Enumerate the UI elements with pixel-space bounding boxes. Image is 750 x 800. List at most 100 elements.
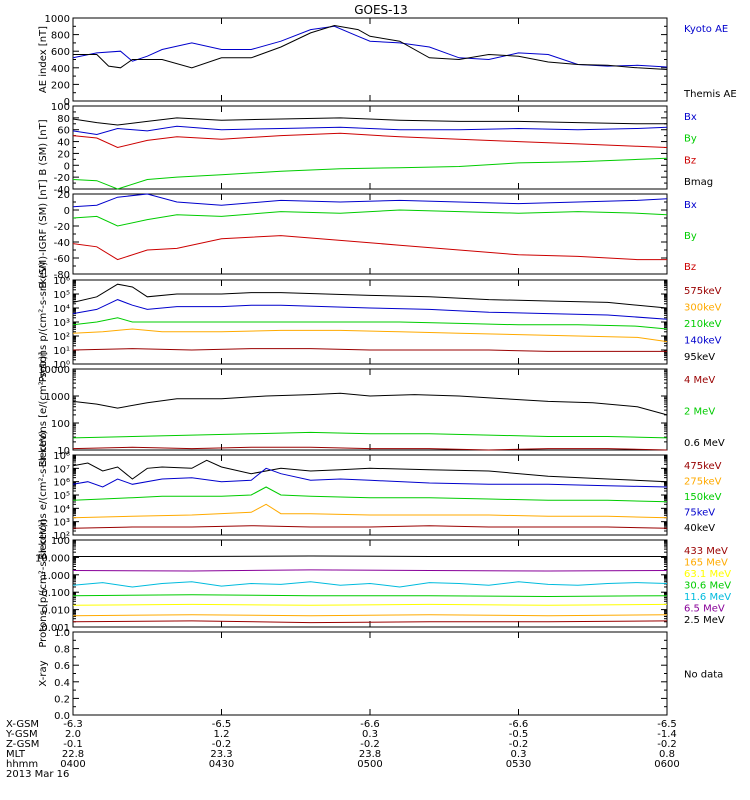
legend-433-mev: 433 MeV (684, 546, 728, 557)
series-line-165-mev (72, 614, 668, 617)
series-line-0-6-mev (72, 392, 668, 416)
x-axis-value: 0600 (654, 759, 679, 770)
series-line-kyoto-ae (72, 25, 668, 68)
legend-140kev: 140keV (684, 336, 722, 347)
y-tick-label: 600 (51, 47, 70, 58)
legend-40kev: 40keV (684, 523, 715, 534)
series-line-bz (72, 132, 668, 149)
y-tick-label: 10⁷ (53, 464, 70, 475)
y-tick-label: 10⁴ (53, 504, 70, 515)
y-tick-label: 0 (64, 161, 70, 172)
x-axis-value: 0.3 (362, 729, 378, 740)
y-tick-label: 0.010 (41, 606, 70, 617)
legend-4-mev: 4 MeV (684, 375, 715, 386)
series-line-by (72, 157, 668, 190)
x-axis-value: 22.8 (62, 749, 84, 760)
series-line-63-1-mev (72, 603, 668, 606)
y-tick-label: 10000 (38, 365, 70, 376)
x-axis-value: 0530 (506, 759, 531, 770)
x-axis-value: -6.6 (509, 719, 529, 730)
y-tick-label: 0.8 (54, 645, 70, 656)
x-axis-value: 2.0 (65, 729, 81, 740)
y-tick-label: 10³ (53, 518, 70, 529)
x-axis-value: 0.3 (511, 749, 527, 760)
y-axis-label: B (SM)-IGRF (SM) [nT] (38, 179, 49, 288)
y-tick-label: 10⁰ (53, 360, 70, 371)
x-axis-value: -0.5 (509, 729, 529, 740)
y-tick-label: 0.100 (41, 588, 70, 599)
x-axis-value: 0.8 (659, 749, 675, 760)
series-line-575kev (72, 348, 667, 352)
legend-210kev: 210keV (684, 319, 722, 330)
legend-by: By (684, 231, 697, 242)
panel-8: 0.0 0.2 0.4 0.6 0.8 1.0 X-ray No data (38, 628, 723, 722)
y-tick-label: 1000 (45, 392, 70, 403)
legend-2-mev: 2 MeV (684, 407, 715, 418)
y-tick-label: 0.0 (54, 711, 70, 722)
series-line-433-mev (72, 620, 668, 624)
x-axis-value: -6.6 (360, 719, 380, 730)
legend-575kev: 575keV (684, 286, 722, 297)
panel-3: -80 -60 -40 -20 0 20 B (SM)-IGRF (SM) [nT] Bx By… (38, 179, 697, 288)
legend-bz: Bz (684, 262, 696, 273)
legend-bx: Bx (684, 200, 697, 211)
y-tick-label: 10⁶ (53, 478, 70, 489)
series-line-210kev (72, 317, 668, 330)
series-line-4-mev (72, 446, 668, 451)
legend-475kev: 475keV (684, 461, 722, 472)
x-axis-value: -0.1 (63, 739, 83, 750)
legend-bx: Bx (684, 112, 697, 123)
series-line-by (72, 209, 668, 227)
y-tick-label: 0.6 (54, 661, 70, 672)
y-axis-label: AE index [nT] (38, 26, 49, 93)
y-tick-label: 1.0 (54, 628, 70, 639)
y-tick-label: 80 (57, 114, 70, 125)
y-tick-label: 0 (64, 206, 70, 217)
series-line-140kev (72, 299, 668, 320)
series-line-11-6-mev (72, 581, 668, 588)
series-line-bx (72, 125, 668, 136)
y-tick-label: 10² (53, 531, 70, 542)
x-axis-row-label: X-GSM (6, 719, 39, 730)
series-line-2-mev (72, 431, 668, 439)
y-tick-label: 10⁵ (53, 491, 70, 502)
series-line-6-5-mev (72, 569, 668, 572)
legend-bmag: Bmag (684, 177, 713, 188)
x-axis-value: -0.2 (360, 739, 380, 750)
y-tick-label: 10³ (53, 318, 70, 329)
x-axis-row-label: MLT (6, 749, 26, 760)
x-axis-value: 23.8 (359, 749, 381, 760)
x-axis-value: 0430 (209, 759, 234, 770)
y-tick-label: 20 (57, 190, 70, 201)
y-tick-label: 60 (57, 126, 70, 137)
legend-no-data: No data (684, 670, 723, 681)
y-axis-label: Electrons [e/(cm²-s-sr)] (38, 352, 49, 468)
legend-165-mev: 165 MeV (684, 558, 728, 569)
y-tick-label: 10⁸ (53, 451, 70, 462)
x-axis-value: -0.2 (212, 739, 232, 750)
y-tick-label: 10⁵ (53, 290, 70, 301)
legend-150kev: 150keV (684, 492, 722, 503)
y-tick-label: -40 (54, 238, 70, 249)
y-tick-label: 100 (51, 419, 70, 430)
x-axis-date: 2013 Mar 16 (6, 769, 69, 780)
series-line-75kev (72, 467, 668, 488)
panel-frame (72, 105, 668, 190)
y-tick-label: 400 (51, 64, 70, 75)
series-line-40kev (72, 459, 668, 483)
y-tick-label: 0.001 (41, 623, 70, 634)
series-line-bx (72, 193, 668, 208)
x-axis-row-label: hhmm (6, 759, 38, 770)
x-axis-value: -0.2 (509, 739, 529, 750)
legend-11-6-mev: 11.6 MeV (684, 592, 731, 603)
x-axis-value: 23.3 (210, 749, 232, 760)
series-line-275kev (72, 503, 668, 519)
y-tick-label: 40 (57, 138, 70, 149)
x-axis-value: -6.5 (657, 719, 677, 730)
y-tick-label: 10 (57, 446, 70, 457)
x-axis-row-label: Y-GSM (5, 729, 38, 740)
legend-300kev: 300keV (684, 303, 722, 314)
